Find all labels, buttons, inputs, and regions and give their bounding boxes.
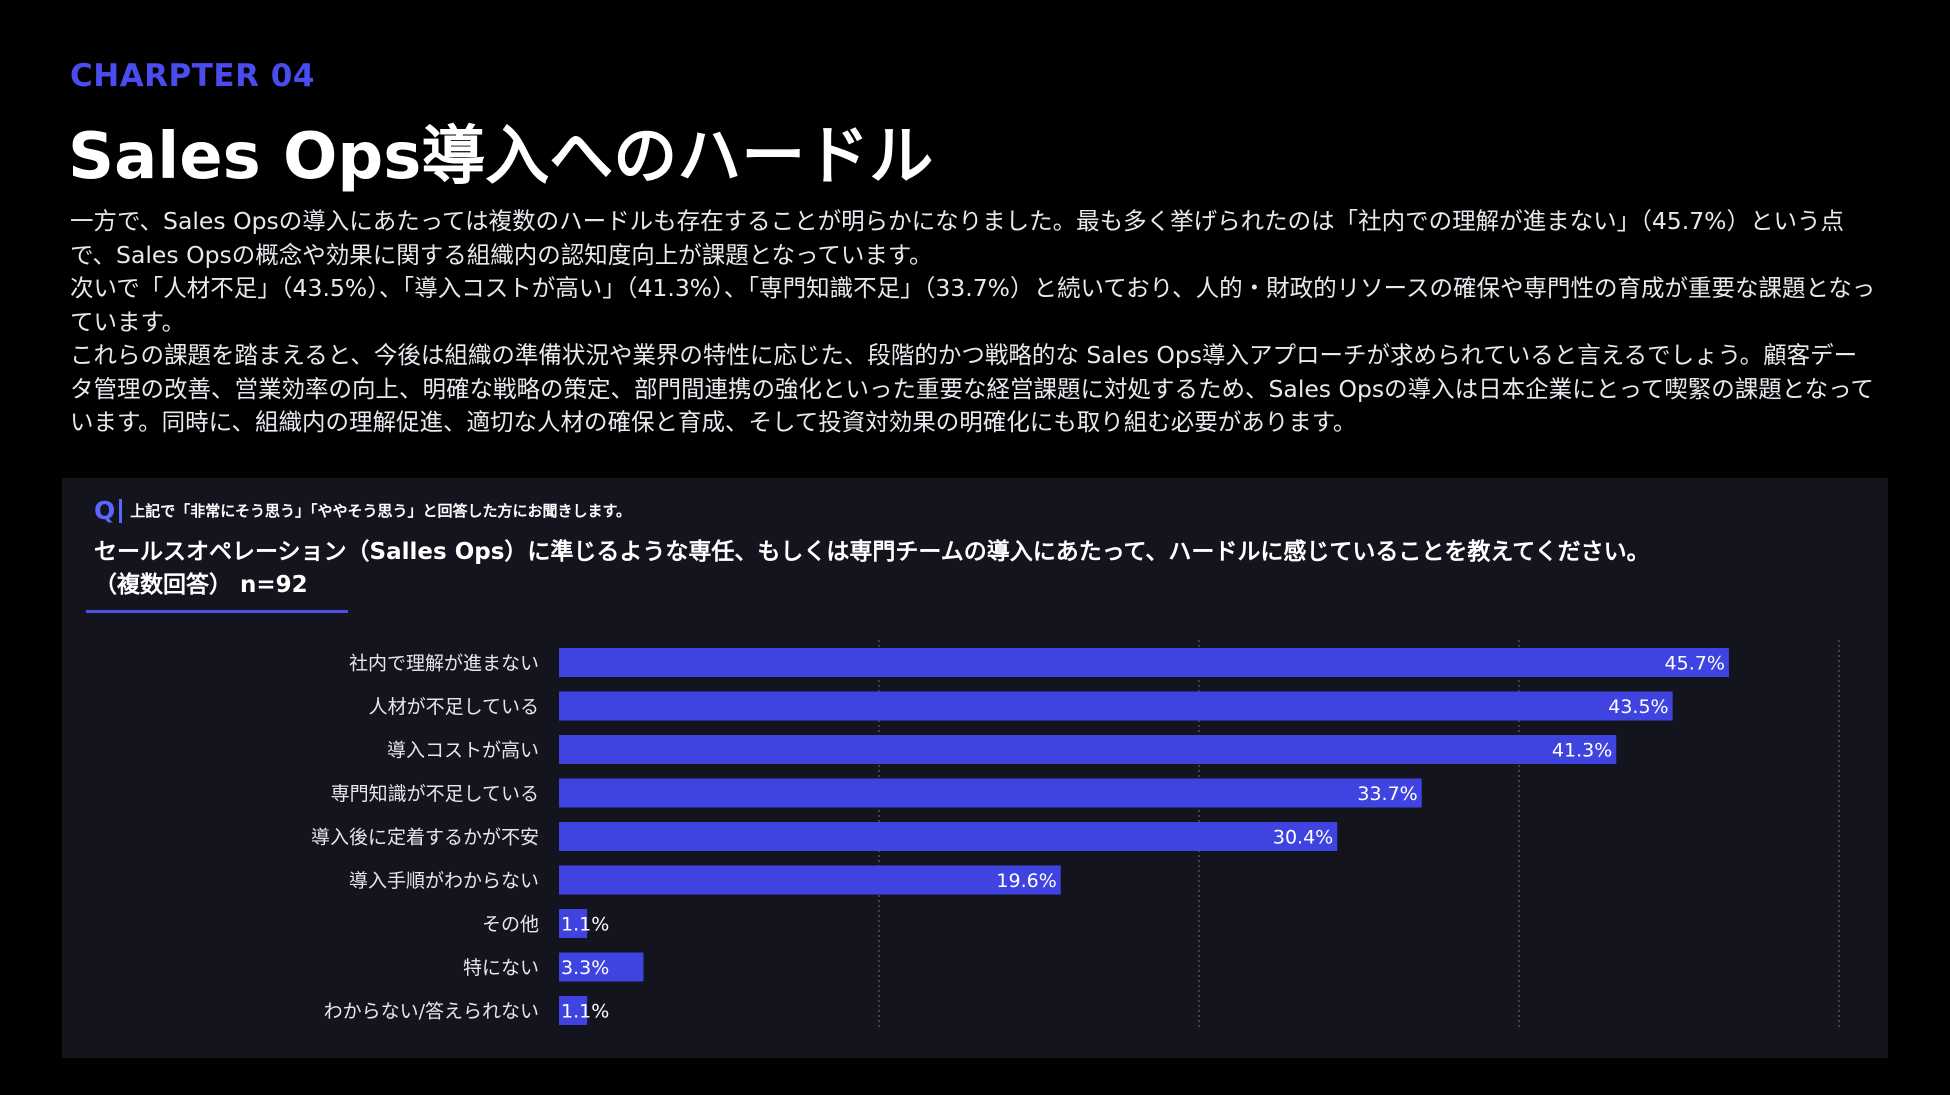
chapter-label: CHARPTER 04 [70, 58, 315, 94]
bar [559, 691, 1673, 721]
chart-panel: Q 上記で「非常にそう思う」「ややそう思う」と回答した方にお聞きします。 セール… [62, 478, 1888, 1058]
category-label: 導入コストが高い [387, 740, 539, 762]
bar [559, 735, 1617, 764]
category-label: 特にない [463, 957, 539, 979]
question-header: Q 上記で「非常にそう思う」「ややそう思う」と回答した方にお聞きします。 [94, 496, 631, 525]
bar [559, 822, 1338, 851]
value-label: 43.5% [1608, 696, 1668, 718]
body-text: 一方で、Sales Opsの導入にあたっては複数のハードルも存在することが明らか… [70, 205, 1880, 440]
paragraph-3: これらの課題を踏まえると、今後は組織の準備状況や業界の特性に応じた、段階的かつ戦… [70, 341, 1874, 436]
value-label: 33.7% [1357, 783, 1417, 805]
category-label: わからない/答えられない [324, 1001, 539, 1023]
category-label: 社内で理解が進まない [349, 653, 539, 675]
page-title: Sales Ops導入へのハードル [68, 120, 934, 194]
value-label: 3.3% [561, 957, 609, 979]
question-mark: Q [94, 496, 116, 525]
category-label: その他 [482, 914, 539, 936]
value-label: 1.1% [561, 1001, 609, 1023]
bar [559, 865, 1061, 895]
value-label: 19.6% [996, 870, 1056, 892]
category-label: 導入手順がわからない [349, 870, 539, 892]
value-label: 45.7% [1665, 653, 1725, 675]
bar [559, 952, 644, 982]
value-label: 1.1% [561, 914, 609, 936]
category-label: 人材が不足している [369, 696, 539, 718]
paragraph-2: 次いで「人材不足」（43.5%）、「導入コストが高い」（41.3%）、「専門知識… [70, 274, 1876, 336]
question-preface: 上記で「非常にそう思う」「ややそう思う」と回答した方にお聞きします。 [130, 502, 631, 520]
value-label: 41.3% [1552, 740, 1612, 762]
paragraph-1: 一方で、Sales Opsの導入にあたっては複数のハードルも存在することが明らか… [70, 207, 1844, 269]
category-label: 導入後に定着するかが不安 [311, 827, 539, 849]
question-note: （複数回答） n=92 [94, 572, 308, 598]
bar-chart: 社内で理解が進まない 45.7% 人材が不足している 43.5% 導入コストが高い 41.… [311, 640, 1840, 1030]
question-text: セールスオペレーション（Salles Ops）に準じるような専任、もしくは専門チ… [94, 539, 1650, 565]
category-label: 専門知識が不足している [331, 783, 539, 805]
bar [559, 909, 588, 938]
bar [559, 778, 1422, 808]
question-underline [86, 610, 348, 613]
value-label: 30.4% [1273, 827, 1333, 849]
question-divider [119, 498, 123, 523]
bar [559, 996, 588, 1025]
bar [559, 648, 1729, 677]
